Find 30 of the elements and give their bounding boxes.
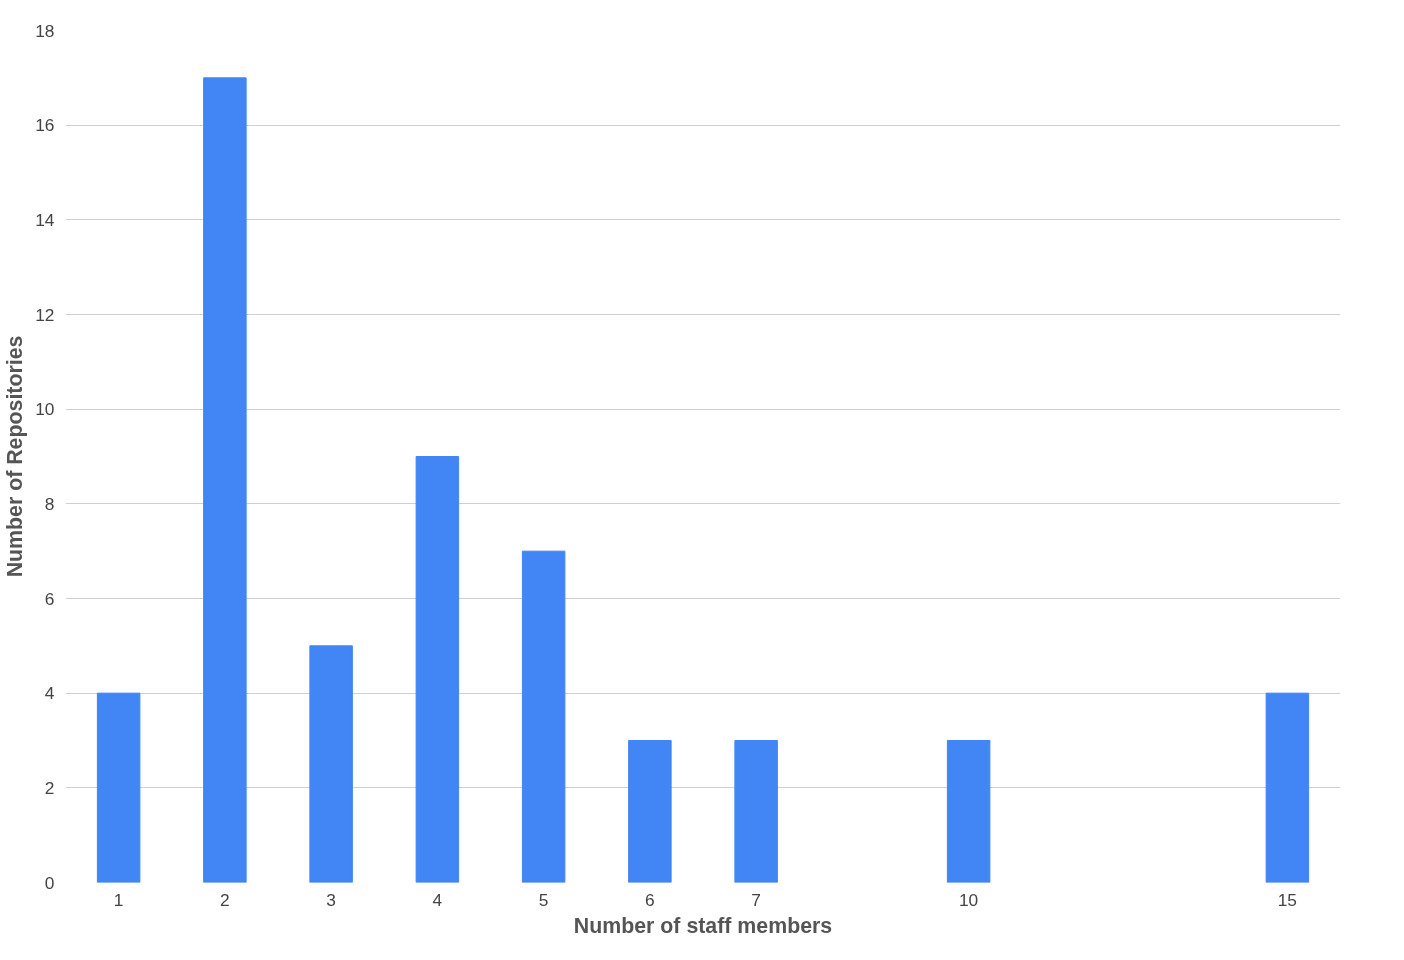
- y-tick-label: 8: [44, 493, 55, 514]
- x-axis-title: Number of staff members: [573, 913, 833, 938]
- x-tick-label: 3: [326, 889, 336, 910]
- bar: [521, 550, 566, 883]
- x-tick-label: 15: [1277, 889, 1298, 910]
- y-tick-label: 18: [35, 20, 55, 41]
- y-tick-label: 12: [35, 304, 55, 325]
- y-tick-label: 10: [35, 399, 55, 420]
- bar: [946, 740, 991, 883]
- bar: [309, 645, 353, 883]
- y-tick-label: 14: [35, 209, 55, 230]
- y-axis-title: Number of Repositories: [3, 335, 28, 578]
- x-tick-label: 5: [538, 889, 549, 910]
- bar: [415, 456, 460, 883]
- bar: [96, 692, 141, 883]
- x-tick-label: 4: [432, 889, 443, 910]
- x-tick-label: 10: [958, 889, 979, 910]
- y-tick-label: 16: [35, 115, 55, 136]
- x-tick-label: 2: [220, 889, 230, 910]
- x-tick-label: 7: [751, 889, 761, 910]
- y-tick-label: 4: [44, 683, 55, 704]
- bar: [203, 77, 247, 883]
- bar: [628, 740, 672, 883]
- bar: [1265, 692, 1310, 883]
- y-tick-label: 6: [44, 588, 55, 609]
- x-tick-label: 1: [113, 889, 124, 910]
- y-tick-label: 0: [44, 872, 55, 893]
- x-tick-label: 6: [645, 889, 655, 910]
- bar: [734, 740, 778, 883]
- y-tick-label: 2: [44, 777, 55, 798]
